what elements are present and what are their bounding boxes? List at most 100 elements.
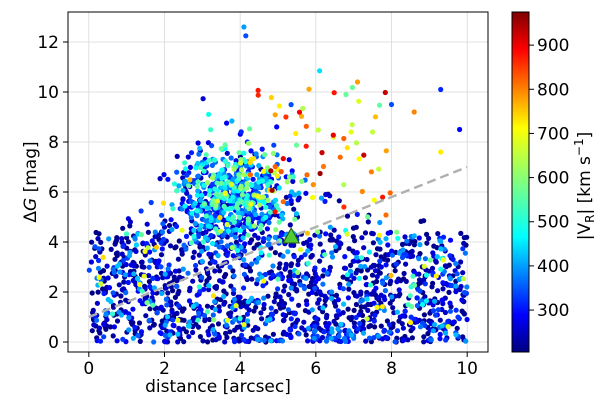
scatter-point	[181, 242, 187, 248]
scatter-point	[123, 231, 130, 237]
scatter-point	[320, 163, 327, 170]
scatter-point	[440, 286, 446, 292]
scatter-point	[182, 160, 188, 166]
scatter-point	[371, 318, 377, 324]
scatter-point	[230, 253, 236, 259]
scatter-point	[332, 300, 338, 306]
scatter-point	[374, 274, 380, 280]
scatter-point	[170, 206, 176, 212]
scatter-point	[323, 231, 329, 237]
scatter-point	[323, 295, 329, 301]
scatter-point	[313, 279, 319, 285]
scatter-point	[349, 122, 355, 128]
scatter-point	[193, 262, 199, 269]
scatter-point	[146, 264, 152, 270]
scatter-point	[197, 226, 203, 232]
scatter-point	[170, 322, 176, 328]
scatter-point	[432, 298, 438, 304]
scatter-point	[269, 187, 275, 193]
scatter-point	[312, 285, 318, 291]
scatter-point	[408, 303, 415, 310]
scatter-point	[125, 216, 131, 222]
scatter-point	[149, 238, 155, 244]
scatter-point	[110, 333, 116, 339]
scatter-point	[159, 246, 165, 252]
scatter-point	[437, 336, 443, 342]
scatter-point	[137, 338, 143, 344]
scatter-point	[234, 204, 240, 210]
scatter-point	[298, 254, 304, 260]
scatter-point	[305, 260, 311, 266]
scatter-point	[134, 275, 141, 282]
scatter-point	[238, 185, 244, 191]
scatter-point	[95, 289, 101, 295]
scatter-point	[461, 235, 467, 241]
scatter-point	[332, 244, 339, 250]
scatter-point	[104, 263, 110, 269]
scatter-point	[291, 254, 297, 260]
scatter-point	[265, 242, 271, 248]
colorbar-tick-label: 300	[537, 301, 569, 321]
scatter-point	[362, 230, 369, 236]
scatter-point	[195, 173, 201, 179]
scatter-point	[246, 205, 252, 212]
scatter-point	[376, 270, 383, 276]
scatter-point	[147, 249, 153, 255]
scatter-point	[351, 307, 357, 313]
scatter-point	[295, 262, 301, 268]
scatter-point	[422, 281, 428, 287]
scatter-point	[228, 232, 234, 238]
scatter-point	[261, 301, 267, 308]
scatter-point	[316, 233, 323, 239]
scatter-point	[243, 163, 249, 169]
scatter-point	[265, 197, 271, 203]
scatter-point	[390, 305, 396, 311]
scatter-point	[206, 192, 212, 198]
scatter-point	[461, 289, 468, 296]
scatter-point	[112, 241, 118, 247]
scatter-point	[359, 235, 365, 241]
scatter-point	[396, 287, 402, 293]
scatter-point	[276, 185, 282, 191]
scatter-point	[427, 257, 433, 263]
scatter-point	[274, 124, 280, 130]
scatter-point	[119, 251, 125, 257]
scatter-point	[357, 320, 363, 327]
scatter-point	[445, 324, 451, 330]
scatter-point	[173, 223, 180, 229]
scatter-point	[378, 264, 384, 270]
scatter-point	[224, 221, 230, 228]
scatter-point	[146, 317, 152, 323]
scatter-point	[231, 273, 237, 279]
scatter-point	[336, 234, 342, 240]
scatter-point	[286, 157, 292, 163]
scatter-point	[206, 275, 212, 281]
scatter-point	[153, 244, 160, 250]
scatter-point	[256, 179, 262, 185]
scatter-point	[106, 236, 112, 242]
scatter-point	[181, 339, 187, 345]
scatter-point	[245, 218, 252, 224]
scatter-point	[210, 293, 217, 299]
x-tick-label: 6	[310, 359, 321, 379]
scatter-point	[288, 334, 294, 340]
scatter-point	[300, 105, 306, 112]
scatter-point	[414, 303, 420, 309]
scatter-point	[204, 309, 211, 315]
scatter-point	[117, 269, 123, 275]
scatter-point	[147, 283, 153, 290]
scatter-point	[237, 228, 243, 234]
scatter-point	[137, 298, 143, 304]
y-tick-label: 0	[48, 333, 59, 353]
scatter-point	[167, 332, 173, 338]
scatter-point	[141, 273, 147, 279]
scatter-point	[221, 274, 227, 280]
scatter-point	[431, 243, 437, 249]
scatter-point	[461, 240, 467, 246]
scatter-point	[282, 283, 288, 289]
scatter-point	[224, 150, 230, 156]
scatter-point	[118, 312, 124, 318]
scatter-point	[208, 127, 214, 133]
scatter-point	[159, 290, 165, 296]
colorbar-tick-label: 600	[537, 169, 569, 189]
